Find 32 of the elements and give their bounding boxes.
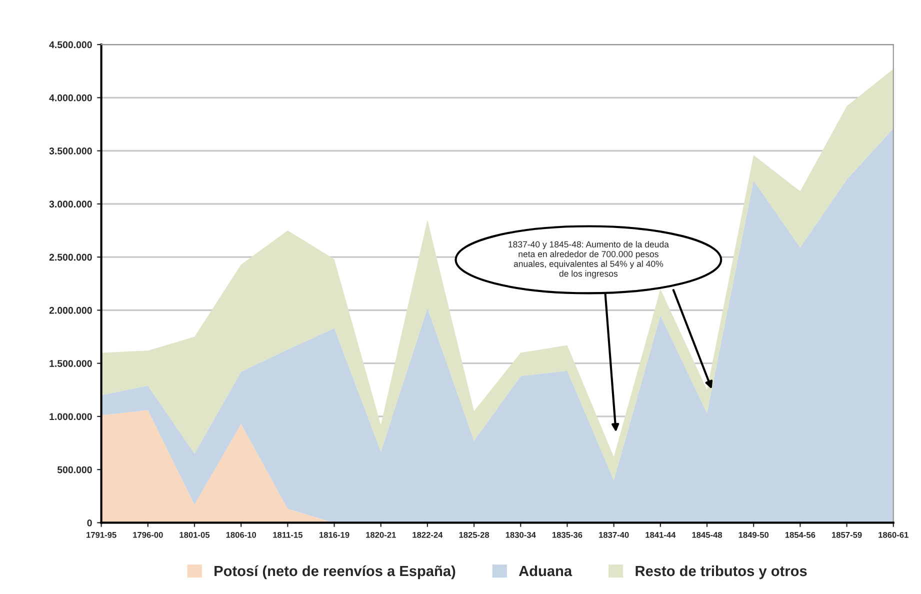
x-tick-label: 1806-10 [226, 532, 256, 538]
legend-label: Aduana [518, 565, 572, 576]
y-tick-label: 2.000.000 [49, 306, 92, 314]
y-tick-label: 1.500.000 [50, 360, 92, 367]
x-tick-label: 1830-34 [506, 532, 536, 538]
y-tick-label: 1.000.000 [50, 413, 92, 420]
x-tick-label: 1796-00 [133, 532, 163, 538]
y-tick-label: 4.000.000 [49, 94, 92, 102]
x-tick-label: 1845-48 [692, 532, 722, 538]
legend-label: Resto de tributos y otros [636, 565, 807, 580]
x-tick-label: 1822-24 [412, 532, 443, 538]
x-tick-label: 1837-40 [599, 532, 629, 538]
x-tick-label: 1854-56 [785, 532, 816, 538]
legend-label: Potosí (neto de reenvíos a España) [214, 565, 456, 580]
x-tick-label: 1811-15 [273, 532, 303, 538]
x-tick-label: 1816-19 [320, 532, 350, 538]
x-tick-label: 1849-50 [738, 532, 769, 538]
y-tick-label: 2.500.000 [49, 254, 92, 261]
x-tick-label: 1801-05 [180, 532, 210, 538]
annotation: 1837-40 y 1845-48: Aumento de la deuda neta en alrededor de 700.000 pesos anuales, equivalentes al 54% y al 40% de los ingresos [508, 241, 669, 278]
x-tick-label: 1841-44 [646, 532, 676, 538]
x-tick-label: 1825-28 [459, 532, 490, 538]
y-tick-label: 4.500.000 [49, 41, 92, 48]
y-tick-label: 0 [87, 519, 92, 526]
x-tick-label: 1860-61 [878, 532, 908, 538]
y-tick-label: 3.500.000 [49, 148, 92, 154]
x-tick-label: 1835-36 [552, 532, 582, 538]
x-tick-label: 1791-95 [86, 532, 116, 538]
y-tick-label: 500.000 [57, 466, 92, 474]
y-tick-label: 3.000.000 [49, 200, 92, 208]
x-tick-label: 1857-59 [832, 532, 862, 538]
x-tick-label: 1820-21 [366, 532, 396, 538]
